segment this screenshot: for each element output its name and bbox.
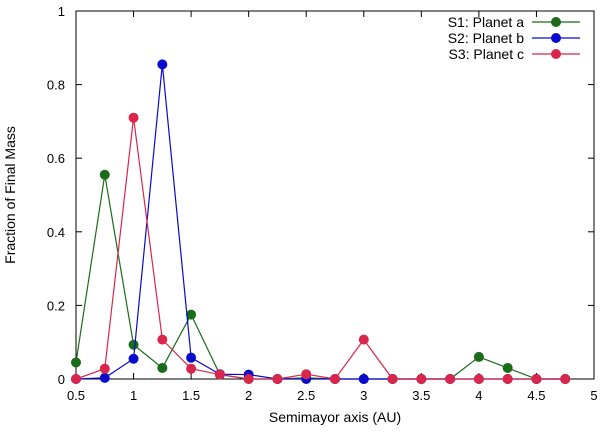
legend-marker	[551, 17, 561, 27]
series-1	[71, 169, 571, 384]
series-1-point	[502, 362, 513, 373]
series-1-point	[473, 351, 484, 362]
x-tick-label: 2.5	[297, 388, 315, 403]
series-2-point	[358, 374, 369, 384]
series-3-point	[416, 374, 427, 384]
x-tick-label: 1.5	[182, 388, 200, 403]
legend-label: S1: Planet a	[448, 14, 524, 30]
series-2-line	[75, 64, 566, 380]
series-3-point	[272, 374, 283, 384]
x-tick-label: 2	[245, 388, 252, 403]
x-tick-label: 0.5	[67, 388, 85, 403]
series-3-point	[330, 374, 340, 384]
series-2-point	[186, 352, 197, 363]
series-3-point	[186, 363, 197, 374]
series-3-point	[560, 374, 571, 384]
legend-label: S2: Planet b	[448, 30, 524, 46]
x-tick-label: 1	[130, 388, 137, 403]
legend-label: S3: Planet c	[449, 46, 525, 62]
y-tick-label: 0.6	[47, 151, 65, 166]
series-1-point	[128, 339, 139, 350]
series-2-point	[157, 59, 168, 70]
legend: S1: Planet aS2: Planet bS3: Planet c	[448, 14, 580, 62]
series-1-point	[157, 362, 168, 373]
x-tick-label: 4	[475, 388, 482, 403]
x-axis-title: Semimayor axis (AU)	[269, 409, 401, 425]
series-3-point	[157, 334, 168, 345]
series-3-point	[358, 334, 369, 345]
x-tick-label: 5	[590, 388, 597, 403]
series-3-point	[99, 363, 110, 374]
series-3-point	[214, 369, 225, 380]
series-3-point	[445, 374, 456, 384]
legend-marker	[551, 33, 561, 43]
series-2-point	[99, 372, 110, 383]
series-1-point	[99, 169, 110, 180]
y-tick-label: 0.8	[47, 78, 65, 93]
series-1-point	[71, 357, 81, 368]
series-3-point	[71, 374, 81, 384]
plot-frame	[75, 10, 595, 380]
series-3-point	[243, 374, 254, 384]
series-3-point	[387, 374, 398, 384]
x-tick-label: 3	[360, 388, 367, 403]
x-tick-label: 4.5	[527, 388, 545, 403]
series-3	[71, 112, 571, 384]
series-layer	[71, 59, 571, 384]
y-tick-label: 1	[58, 4, 65, 19]
series-3-point	[473, 374, 484, 384]
y-tick-label: 0.4	[47, 225, 65, 240]
series-2	[71, 59, 571, 384]
y-tick-label: 0.2	[47, 298, 65, 313]
series-1-point	[186, 309, 197, 320]
series-2-point	[128, 353, 139, 364]
series-1-line	[75, 174, 566, 380]
x-tick-label: 3.5	[412, 388, 430, 403]
series-3-point	[502, 374, 513, 384]
legend-marker	[551, 49, 561, 59]
series-3-line	[75, 117, 566, 380]
y-tick-label: 0	[58, 372, 65, 387]
y-axis-title: Fraction of Final Mass	[2, 126, 18, 264]
series-3-point	[301, 369, 312, 380]
series-3-point	[531, 374, 542, 384]
series-3-point	[128, 112, 139, 123]
